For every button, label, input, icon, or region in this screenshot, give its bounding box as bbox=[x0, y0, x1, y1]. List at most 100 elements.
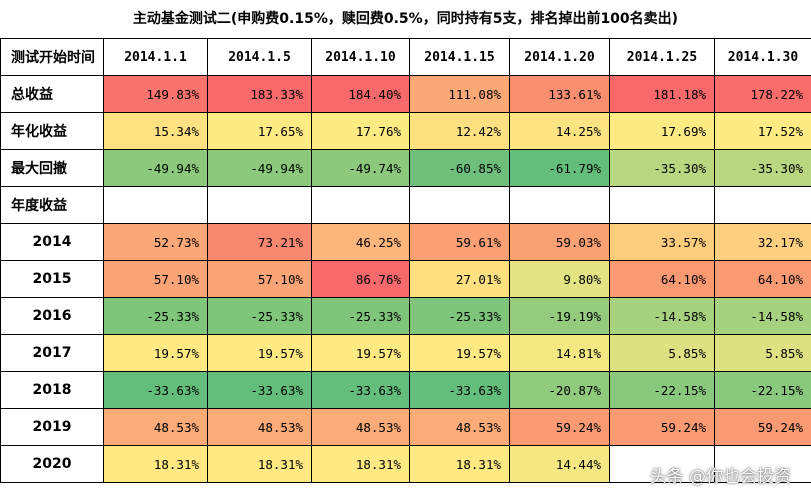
watermark: 头条 @你也会投资 bbox=[649, 467, 791, 487]
value-cell: 18.31% bbox=[311, 445, 410, 483]
value-cell: 64.10% bbox=[609, 260, 715, 298]
value-cell: 9.80% bbox=[509, 260, 610, 298]
value-cell: 5.85% bbox=[609, 334, 715, 372]
value-cell: 59.24% bbox=[714, 408, 811, 446]
value-cell: 48.53% bbox=[207, 408, 312, 446]
value-cell: -22.15% bbox=[714, 371, 811, 409]
row-label: 总收益 bbox=[0, 75, 104, 113]
value-cell: 15.34% bbox=[103, 112, 208, 150]
value-cell: -14.58% bbox=[714, 297, 811, 335]
value-cell: -22.15% bbox=[609, 371, 715, 409]
table-row: 2014 52.73% 73.21% 46.25% 59.61% 59.03% 33.57%… bbox=[0, 223, 811, 261]
value-cell: 57.10% bbox=[103, 260, 208, 298]
value-cell: 59.61% bbox=[409, 223, 510, 261]
table-title: 主动基金测试二(申购费0.15%，赎回费0.5%，同时持有5支，排名掉出前100… bbox=[132, 11, 679, 27]
date-header: 2014.1.5 bbox=[207, 38, 312, 76]
value-cell: 18.31% bbox=[409, 445, 510, 483]
value-cell: 17.52% bbox=[714, 112, 811, 150]
row-label: 最大回撤 bbox=[0, 149, 104, 187]
value-cell bbox=[609, 186, 715, 224]
value-cell: 19.57% bbox=[311, 334, 410, 372]
row-label: 2015 bbox=[0, 260, 104, 298]
value-cell: -20.87% bbox=[509, 371, 610, 409]
value-cell: -25.33% bbox=[207, 297, 312, 335]
row-label: 2017 bbox=[0, 334, 104, 372]
value-cell: -25.33% bbox=[409, 297, 510, 335]
table-row: 年度收益 bbox=[0, 186, 811, 224]
value-cell: 183.33% bbox=[207, 75, 312, 113]
value-cell: 48.53% bbox=[409, 408, 510, 446]
date-header: 2014.1.10 bbox=[311, 38, 410, 76]
date-header: 2014.1.20 bbox=[509, 38, 610, 76]
value-cell: 48.53% bbox=[311, 408, 410, 446]
value-cell: 48.53% bbox=[103, 408, 208, 446]
table-row: 最大回撤 -49.94% -49.94% -49.74% -60.85% -61.79% -… bbox=[0, 149, 811, 187]
value-cell: 18.31% bbox=[207, 445, 312, 483]
table-row: 年化收益 15.34% 17.65% 17.76% 12.42% 14.25% 17.69%… bbox=[0, 112, 811, 150]
value-cell: 12.42% bbox=[409, 112, 510, 150]
value-cell: -35.30% bbox=[714, 149, 811, 187]
table-row: 2019 48.53% 48.53% 48.53% 48.53% 59.24% 59.24%… bbox=[0, 408, 811, 446]
value-cell: -49.94% bbox=[103, 149, 208, 187]
value-cell: -60.85% bbox=[409, 149, 510, 187]
date-header: 2014.1.25 bbox=[609, 38, 715, 76]
row-label: 年度收益 bbox=[0, 186, 104, 224]
date-header: 2014.1.1 bbox=[103, 38, 208, 76]
table-row: 2020 18.31% 18.31% 18.31% 18.31% 14.44% bbox=[0, 445, 811, 483]
value-cell: 178.22% bbox=[714, 75, 811, 113]
value-cell: 17.69% bbox=[609, 112, 715, 150]
value-cell: 57.10% bbox=[207, 260, 312, 298]
value-cell: 19.57% bbox=[409, 334, 510, 372]
value-cell: 17.76% bbox=[311, 112, 410, 150]
results-table: 测试开始时间 2014.1.1 2014.1.5 2014.1.10 2014.1.15… bbox=[0, 38, 811, 483]
value-cell: -35.30% bbox=[609, 149, 715, 187]
value-cell: 46.25% bbox=[311, 223, 410, 261]
value-cell: 14.44% bbox=[509, 445, 610, 483]
start-time-label: 测试开始时间 bbox=[0, 38, 104, 76]
value-cell bbox=[409, 186, 510, 224]
value-cell: -25.33% bbox=[311, 297, 410, 335]
value-cell: -33.63% bbox=[103, 371, 208, 409]
value-cell: 111.08% bbox=[409, 75, 510, 113]
table-row: 2018 -33.63% -33.63% -33.63% -33.63% -20.87% -… bbox=[0, 371, 811, 409]
value-cell: 181.18% bbox=[609, 75, 715, 113]
value-cell: -25.33% bbox=[103, 297, 208, 335]
value-cell bbox=[714, 186, 811, 224]
value-cell: 18.31% bbox=[103, 445, 208, 483]
value-cell: -61.79% bbox=[509, 149, 610, 187]
value-cell bbox=[103, 186, 208, 224]
date-header: 2014.1.30 bbox=[714, 38, 811, 76]
value-cell bbox=[714, 445, 811, 483]
value-cell: -33.63% bbox=[311, 371, 410, 409]
table-row: 2017 19.57% 19.57% 19.57% 19.57% 14.81% 5.85% 5… bbox=[0, 334, 811, 372]
value-cell: 17.65% bbox=[207, 112, 312, 150]
value-cell: 64.10% bbox=[714, 260, 811, 298]
value-cell: 149.83% bbox=[103, 75, 208, 113]
value-cell: 133.61% bbox=[509, 75, 610, 113]
value-cell: 59.24% bbox=[509, 408, 610, 446]
value-cell: 19.57% bbox=[207, 334, 312, 372]
value-cell: -49.74% bbox=[311, 149, 410, 187]
value-cell: 27.01% bbox=[409, 260, 510, 298]
value-cell: 52.73% bbox=[103, 223, 208, 261]
value-cell: 73.21% bbox=[207, 223, 312, 261]
row-label: 2014 bbox=[0, 223, 104, 261]
value-cell: -33.63% bbox=[207, 371, 312, 409]
value-cell: 86.76% bbox=[311, 260, 410, 298]
value-cell: -33.63% bbox=[409, 371, 510, 409]
header-row: 测试开始时间 2014.1.1 2014.1.5 2014.1.10 2014.1.15… bbox=[0, 38, 811, 76]
value-cell: 32.17% bbox=[714, 223, 811, 261]
value-cell: -14.58% bbox=[609, 297, 715, 335]
value-cell: 5.85% bbox=[714, 334, 811, 372]
value-cell bbox=[509, 186, 610, 224]
value-cell: 33.57% bbox=[609, 223, 715, 261]
value-cell: 19.57% bbox=[103, 334, 208, 372]
value-cell: -49.94% bbox=[207, 149, 312, 187]
value-cell bbox=[609, 445, 715, 483]
value-cell: 14.25% bbox=[509, 112, 610, 150]
value-cell bbox=[207, 186, 312, 224]
row-label: 年化收益 bbox=[0, 112, 104, 150]
value-cell bbox=[311, 186, 410, 224]
row-label: 2020 bbox=[0, 445, 104, 483]
table-row: 2015 57.10% 57.10% 86.76% 27.01% 9.80% 64.10% 6… bbox=[0, 260, 811, 298]
